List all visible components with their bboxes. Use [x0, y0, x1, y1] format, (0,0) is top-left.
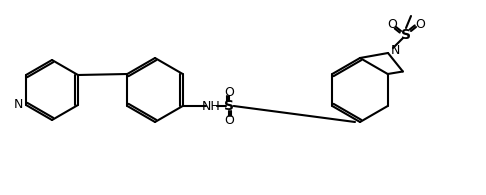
Text: S: S: [401, 28, 411, 42]
Text: O: O: [415, 19, 425, 32]
Text: O: O: [224, 113, 234, 127]
Text: O: O: [224, 85, 234, 98]
Text: N: N: [14, 98, 23, 112]
Text: NH: NH: [201, 99, 220, 113]
Text: S: S: [224, 99, 234, 113]
Text: O: O: [387, 19, 397, 32]
Text: N: N: [391, 44, 400, 58]
